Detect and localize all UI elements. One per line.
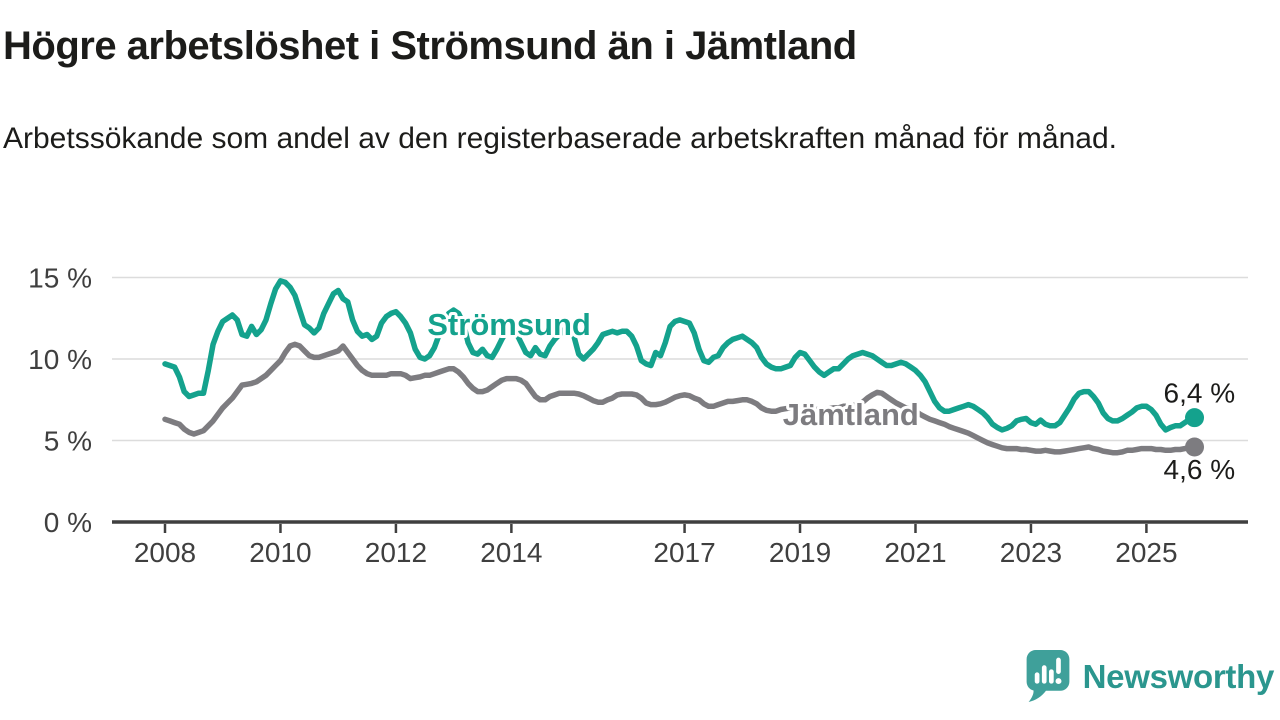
series-label-jmtland: Jämtland [783, 397, 919, 432]
page-subtitle: Arbetssökande som andel av den registerb… [3, 122, 1117, 155]
y-axis-label: 0 % [44, 507, 92, 538]
page-title: Högre arbetslöshet i Strömsund än i Jämt… [3, 24, 857, 68]
brand-name: Newsworthy [1082, 657, 1275, 695]
y-axis-label: 10 % [28, 344, 92, 375]
x-axis-label: 2019 [769, 537, 831, 568]
x-axis-label: 2008 [134, 537, 196, 568]
series-line-strmsund [162, 278, 1198, 433]
series-label-strmsund: Strömsund [427, 307, 591, 342]
x-axis-label: 2014 [480, 537, 542, 568]
end-value-label-strmsund: 6,4 % [1164, 378, 1236, 409]
end-value-label-jmtland: 4,6 % [1164, 454, 1236, 485]
y-axis-label: 5 % [44, 426, 92, 457]
end-dot-strmsund [1185, 408, 1205, 428]
x-axis-label: 2010 [249, 537, 311, 568]
series-line-jmtland [162, 341, 1198, 456]
x-axis-label: 2023 [1000, 537, 1062, 568]
x-axis-label: 2025 [1115, 537, 1177, 568]
x-axis-label: 2012 [365, 537, 427, 568]
brand-footer: Newsworthy [1025, 649, 1274, 704]
x-axis-label: 2017 [653, 537, 715, 568]
x-axis-label: 2021 [884, 537, 946, 568]
newsworthy-logo-icon [1026, 650, 1070, 702]
y-axis-label: 15 % [28, 263, 92, 294]
end-dot-jmtland [1185, 437, 1205, 457]
